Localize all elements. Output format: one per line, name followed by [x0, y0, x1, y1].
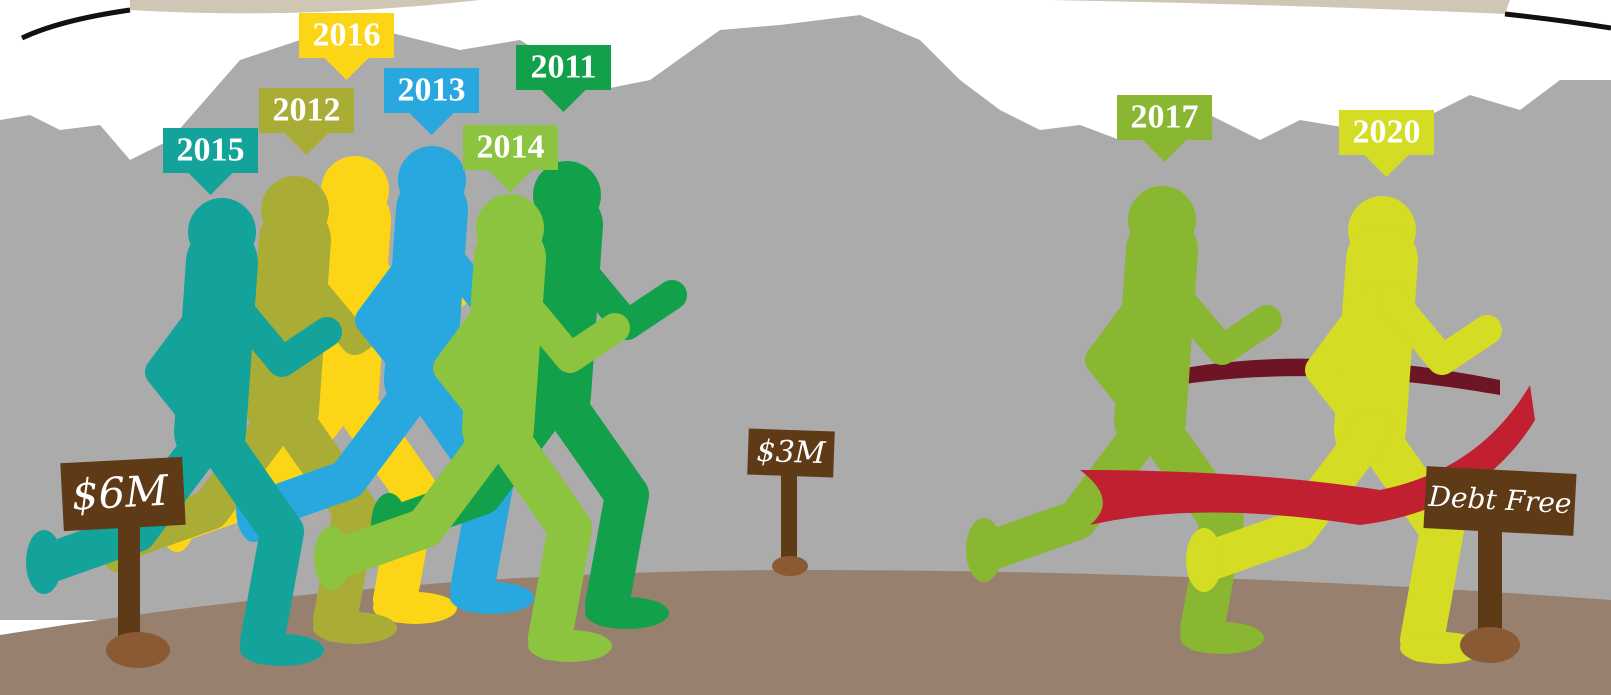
year-label: 2016 [313, 16, 381, 53]
sign-post [781, 470, 797, 562]
top-line [1505, 14, 1611, 28]
top-shape [1050, 0, 1510, 14]
year-label: 2020 [1353, 113, 1421, 150]
top-line [22, 10, 130, 38]
sign-post [1478, 520, 1502, 640]
year-label: 2013 [398, 71, 466, 108]
top-shape [130, 0, 480, 13]
year-label: 2017 [1131, 98, 1199, 135]
year-label: 2014 [477, 128, 545, 165]
year-label: 2015 [177, 131, 245, 168]
sign-rock [106, 632, 170, 668]
sign-text: $6M [70, 466, 170, 520]
race-illustration: 2015 2012 2016 2013 2014 2011 2017 2020 $6M $3M… [0, 0, 1611, 695]
sign-rock [1460, 627, 1520, 663]
sign-rock [772, 556, 808, 576]
year-label: 2011 [530, 48, 596, 85]
year-label: 2012 [273, 91, 341, 128]
sign-text: $3M [756, 434, 827, 471]
